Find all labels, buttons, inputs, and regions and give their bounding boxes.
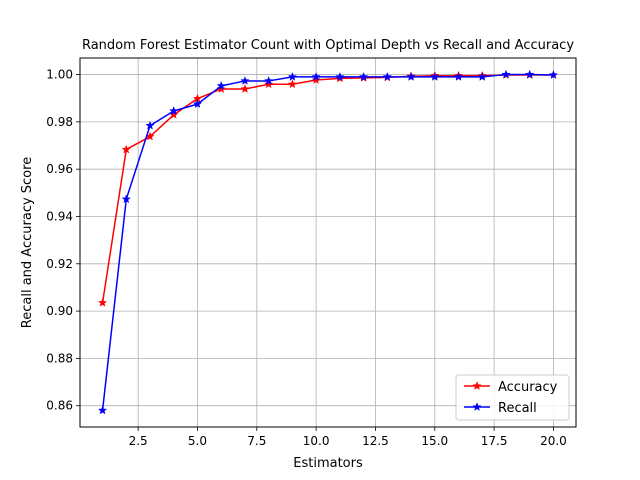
data-point-recall [335,72,345,81]
x-axis-title: Estimators [293,456,363,471]
data-point-accuracy [287,79,298,89]
legend-swatch-marker [472,402,482,411]
y-tick-label: 0.92 [46,257,73,271]
data-point-recall [453,72,464,81]
y-tick-label: 0.94 [46,209,73,223]
data-point-accuracy [121,144,131,154]
data-point-recall [548,70,559,80]
series-layer [97,69,559,415]
y-tick-label: 0.90 [46,304,73,318]
legend-swatch-marker [472,381,482,390]
legend: Accuracy Recall [455,374,570,421]
y-axis-title: Recall and Accuracy Score [20,157,35,328]
data-point-recall [264,76,274,85]
data-point-recall [169,106,179,115]
legend-item-accuracy: Accuracy [464,380,558,395]
x-axis: 2.5 5.0 7.5 10.0 12.5 15.0 17.5 20.0 [129,427,567,448]
data-point-accuracy [240,84,250,93]
x-tick-label: 17.5 [481,434,508,448]
data-point-accuracy [264,79,274,89]
chart-title: Random Forest Estimator Count with Optim… [82,38,574,53]
legend-item-recall: Recall [464,401,537,416]
y-tick-label: 0.88 [46,351,73,365]
x-tick-label: 2.5 [129,434,148,448]
y-axis: 0.86 0.88 0.90 0.92 0.94 0.96 0.98 1.00 [46,68,80,413]
data-point-recall [192,99,203,109]
legend-label: Recall [498,401,537,416]
x-tick-label: 12.5 [362,434,389,448]
data-point-recall [430,72,440,81]
data-point-recall [525,69,535,79]
data-point-recall [501,69,511,79]
data-point-recall [145,120,155,130]
series-recall [97,69,559,415]
data-point-accuracy [97,297,108,307]
y-tick-label: 0.86 [46,399,73,413]
x-tick-label: 15.0 [421,434,448,448]
data-point-recall [287,72,298,81]
x-tick-label: 10.0 [303,434,330,448]
y-tick-label: 0.96 [46,162,73,176]
data-point-accuracy [311,75,321,84]
legend-label: Accuracy [498,380,558,395]
data-point-recall [97,405,108,415]
data-point-recall [358,72,369,81]
x-tick-label: 20.0 [540,434,567,448]
data-point-recall [477,72,487,81]
y-tick-label: 1.00 [46,68,73,82]
grid [80,58,576,427]
data-point-recall [311,72,321,81]
data-point-recall [382,72,392,81]
data-point-recall [406,72,416,81]
data-point-recall [216,80,226,90]
x-tick-label: 7.5 [247,434,266,448]
plot-frame [79,57,577,428]
x-tick-label: 5.0 [188,434,207,448]
data-point-recall [121,194,131,204]
data-point-recall [240,76,250,85]
y-tick-label: 0.98 [46,115,73,129]
